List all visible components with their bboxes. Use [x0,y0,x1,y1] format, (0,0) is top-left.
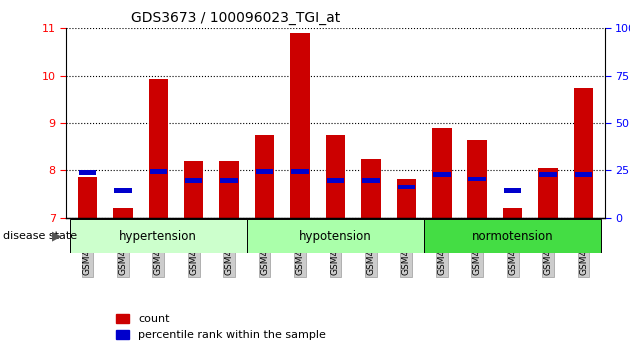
Bar [291,169,309,174]
Bar [361,159,381,218]
Bar [247,219,424,253]
Bar [113,208,132,218]
Bar [256,169,273,174]
Bar [574,87,593,218]
Bar [503,208,522,218]
Bar [469,177,486,181]
Bar [326,135,345,218]
Bar [432,128,452,218]
Bar [219,161,239,218]
Bar [185,178,202,183]
Bar [424,219,601,253]
Bar [504,188,522,193]
Bar [255,135,274,218]
Text: normotension: normotension [472,230,554,243]
Bar [398,184,415,189]
Bar [114,188,132,193]
Text: disease state: disease state [3,231,77,241]
Bar [184,161,203,218]
Bar [397,179,416,218]
Bar [70,219,247,253]
Bar [539,168,558,218]
Bar [290,33,310,218]
Text: hypertension: hypertension [119,230,197,243]
Text: ▶: ▶ [52,230,62,242]
Bar [220,178,238,183]
Bar [539,172,557,177]
Bar [77,177,97,218]
Bar [149,169,167,174]
Bar [575,172,592,177]
Bar [327,178,344,183]
Bar [467,139,487,218]
Bar [433,172,450,177]
Text: hypotension: hypotension [299,230,372,243]
Text: GDS3673 / 100096023_TGI_at: GDS3673 / 100096023_TGI_at [131,11,340,24]
Bar [362,178,380,183]
Bar [149,79,168,218]
Legend: count, percentile rank within the sample: count, percentile rank within the sample [112,309,330,345]
Bar [79,170,96,175]
